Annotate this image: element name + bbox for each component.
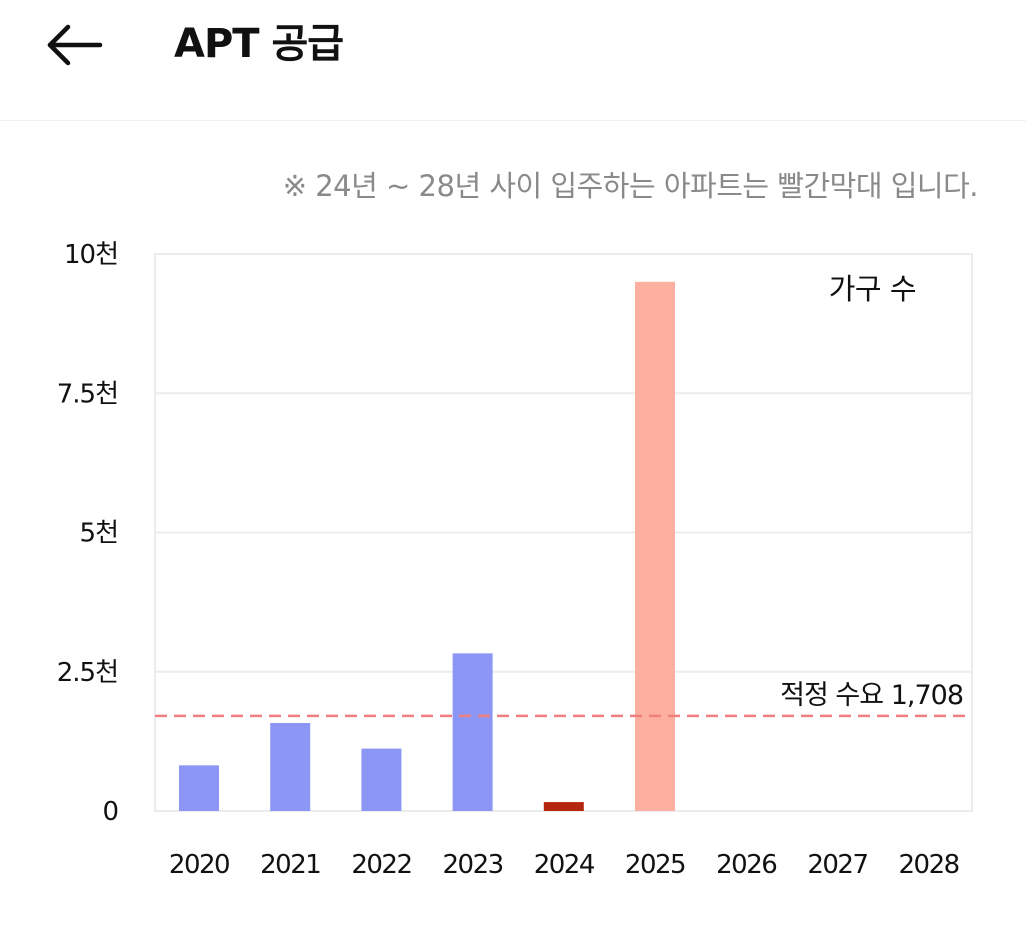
y-tick-label: 2.5천 <box>57 658 118 688</box>
bar-2023 <box>452 653 493 811</box>
bar-2022 <box>361 748 402 811</box>
y-tick-label: 0 <box>102 797 118 827</box>
arrow-left-icon <box>47 24 103 66</box>
bar-2025 <box>635 281 675 812</box>
y-tick-label: 5천 <box>80 519 118 549</box>
x-tick-label: 2028 <box>899 850 959 880</box>
legend-label: 가구 수 <box>829 272 916 306</box>
header: APT 공급 <box>0 0 1026 121</box>
x-tick-label: 2021 <box>260 850 320 880</box>
x-tick-label: 2020 <box>169 850 229 880</box>
x-tick-label: 2027 <box>807 850 867 880</box>
back-button[interactable] <box>40 18 110 72</box>
reference-line-label: 적정 수요 1,708 <box>780 680 963 711</box>
x-tick-label: 2022 <box>351 850 411 880</box>
chart-note: ※ 24년 ~ 28년 사이 입주하는 아파트는 빨간막대 입니다. <box>282 169 979 203</box>
page-title: APT 공급 <box>174 21 344 67</box>
y-tick-label: 7.5천 <box>57 379 118 409</box>
bar-2024 <box>543 802 584 811</box>
y-tick-label: 10천 <box>64 240 118 270</box>
x-tick-label: 2024 <box>534 850 595 880</box>
bar-2020 <box>179 765 219 811</box>
bar-2021 <box>270 722 311 811</box>
x-tick-label: 2023 <box>443 850 503 880</box>
x-tick-label: 2025 <box>625 850 685 880</box>
x-tick-label: 2026 <box>716 850 776 880</box>
